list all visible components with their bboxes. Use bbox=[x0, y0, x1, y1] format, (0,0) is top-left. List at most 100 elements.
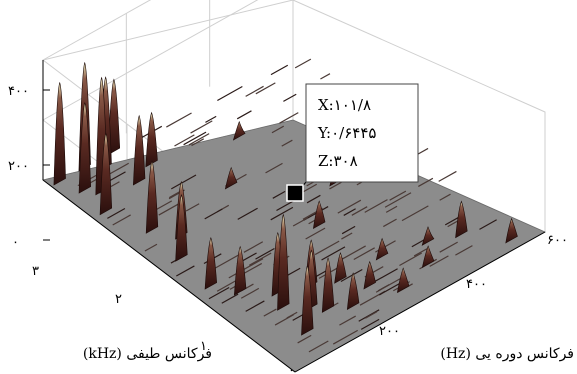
floor-streak bbox=[190, 120, 213, 134]
floor-streak bbox=[107, 162, 129, 176]
y-axis-line bbox=[42, 179, 296, 373]
surface-peak bbox=[334, 252, 347, 284]
floor-streak bbox=[385, 205, 398, 213]
surface-peak bbox=[78, 101, 92, 194]
floor-streak bbox=[332, 329, 358, 345]
floor-streak bbox=[144, 243, 158, 252]
floor-streak bbox=[429, 255, 449, 267]
floor-streak bbox=[236, 110, 252, 120]
floor-streak bbox=[340, 269, 363, 283]
floor-streak bbox=[255, 82, 276, 95]
floor-streak bbox=[339, 315, 356, 326]
surface-peak bbox=[53, 81, 66, 186]
surface-peak bbox=[99, 132, 113, 216]
floor-streak bbox=[166, 112, 192, 128]
floor-streak bbox=[217, 86, 243, 102]
x-tick-label-400: ۴۰۰ bbox=[466, 277, 487, 292]
floor-streak bbox=[216, 280, 236, 292]
x-ticks: ۲۰۰ ۴۰۰ ۶۰۰ bbox=[379, 233, 568, 339]
z-tick-label-200: ۲۰۰ bbox=[8, 159, 29, 174]
surface-peaks bbox=[53, 61, 518, 336]
floor-streak bbox=[279, 112, 299, 124]
surface-peak bbox=[301, 264, 314, 336]
floor-streak bbox=[455, 245, 473, 256]
floor-streak bbox=[204, 208, 223, 220]
surface-peak bbox=[175, 194, 188, 262]
y-tick-label-1: ۱ bbox=[200, 339, 207, 354]
floor-streak bbox=[399, 252, 422, 267]
floor-streak bbox=[351, 206, 368, 216]
floor-streak bbox=[321, 246, 346, 261]
floor-streak bbox=[329, 181, 342, 190]
floor-streak bbox=[245, 300, 265, 312]
floor-streak bbox=[479, 219, 497, 230]
floor-streak bbox=[263, 308, 277, 317]
surface-peak bbox=[312, 200, 326, 230]
x-axis-label: فرکانس دوره یی (Hz) bbox=[440, 346, 574, 362]
surface-peak bbox=[396, 267, 410, 294]
floor-streak bbox=[341, 232, 353, 240]
datatip-box bbox=[305, 83, 419, 183]
floor-streak bbox=[353, 247, 375, 261]
surface-peak bbox=[232, 120, 246, 141]
floor-streak bbox=[251, 258, 264, 266]
surface-peak bbox=[133, 114, 146, 186]
x-tick-label-600: ۶۰۰ bbox=[547, 233, 568, 248]
floor-streak bbox=[305, 227, 326, 240]
floor-streak bbox=[384, 192, 412, 208]
z-tick-label-0: ۰ bbox=[12, 235, 19, 250]
datatip-marker[interactable] bbox=[286, 184, 304, 202]
floor-streak bbox=[294, 58, 312, 69]
floor-streak bbox=[112, 214, 131, 226]
gridline bbox=[42, 0, 152, 61]
floor-streak bbox=[274, 314, 294, 326]
floor-streak bbox=[185, 203, 200, 212]
datatip: X:۱۰۱/۸ Y:۰/۶۴۴۵ Z:۳۰۸ bbox=[286, 83, 419, 202]
surface-peak bbox=[346, 272, 360, 310]
datatip-z: Z:۳۰۸ bbox=[318, 152, 358, 170]
y-tick-label-3: ۳ bbox=[32, 264, 39, 279]
floor-streak bbox=[176, 265, 195, 277]
surface-peak bbox=[145, 160, 159, 234]
floor-streak bbox=[208, 286, 230, 300]
floor-streak bbox=[364, 199, 388, 213]
x-tick-label-200: ۲۰۰ bbox=[379, 324, 400, 339]
floor-streak bbox=[107, 208, 126, 219]
floor-streak bbox=[413, 247, 429, 257]
floor-streak bbox=[375, 276, 404, 293]
surface-peak bbox=[277, 213, 290, 311]
datatip-x: X:۱۰۱/۸ bbox=[318, 96, 371, 114]
y-ticks: ۳ ۲ ۱ ۰ bbox=[32, 264, 295, 374]
floor-streak bbox=[308, 340, 329, 353]
floor-streak bbox=[245, 85, 264, 97]
surface-peak bbox=[107, 78, 121, 156]
floor-streak bbox=[297, 334, 312, 344]
floor-streak bbox=[292, 217, 309, 227]
x-axis-line bbox=[294, 231, 546, 373]
floor-streak bbox=[214, 252, 242, 269]
surface-peak bbox=[321, 257, 335, 313]
floor-streak bbox=[418, 177, 434, 187]
floor-streak bbox=[447, 219, 460, 228]
surface-peak bbox=[455, 200, 468, 239]
floor-streak bbox=[341, 245, 366, 260]
surface-peak bbox=[421, 245, 435, 268]
floor-streak bbox=[439, 193, 451, 201]
y-tick-label-2: ۲ bbox=[115, 292, 122, 307]
surface-peak bbox=[224, 166, 238, 190]
floor-streak bbox=[243, 241, 264, 253]
surface-peak bbox=[233, 245, 247, 296]
floor-streak bbox=[265, 162, 283, 174]
floor-streak bbox=[341, 225, 356, 235]
floor-streak bbox=[360, 318, 380, 330]
floor-streak bbox=[272, 190, 286, 199]
floor-streak bbox=[221, 293, 239, 304]
floor-streak bbox=[270, 64, 289, 76]
floor-streak bbox=[439, 241, 458, 253]
floor-streak bbox=[237, 207, 258, 220]
floor-streak bbox=[283, 93, 297, 102]
surface-peak bbox=[375, 237, 389, 261]
floor-streak bbox=[188, 133, 210, 146]
floor-streak bbox=[365, 311, 378, 319]
floor-streak bbox=[438, 170, 457, 182]
